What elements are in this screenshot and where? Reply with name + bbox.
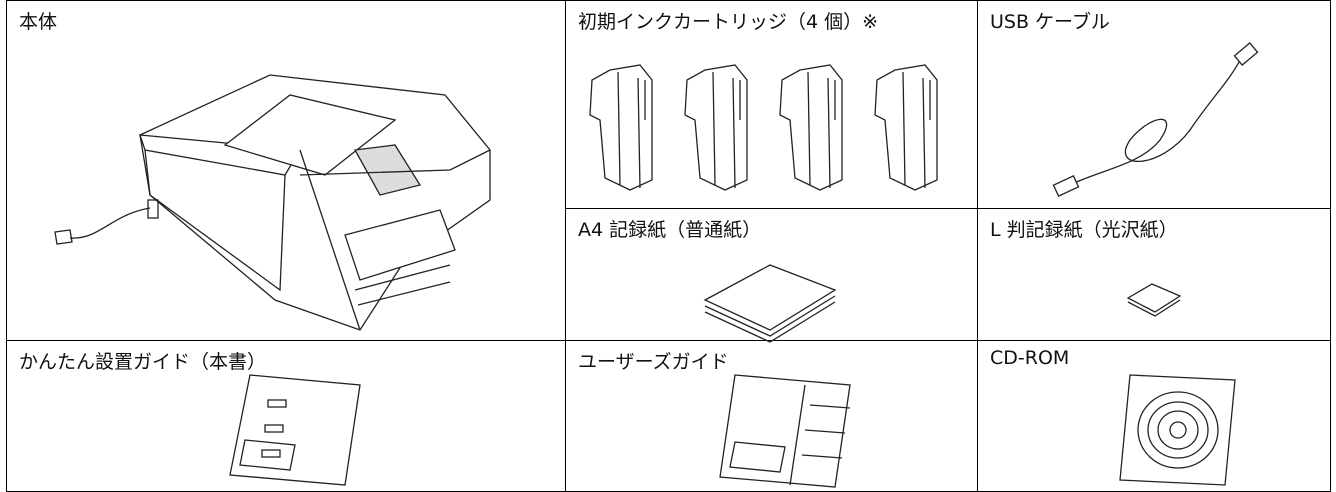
- line-art: [779, 64, 843, 191]
- line-art: [1157, 410, 1199, 450]
- line-art: [239, 439, 296, 471]
- line-art: [712, 71, 741, 189]
- line-art: [261, 449, 281, 458]
- line-art: [902, 71, 931, 189]
- line-art: [589, 64, 653, 191]
- line-art: [779, 64, 843, 191]
- line-art: [1233, 42, 1259, 66]
- item-label: ユーザーズガイド: [578, 351, 729, 373]
- ink-cartridges-illustration: [589, 64, 938, 191]
- line-art: [617, 71, 646, 189]
- line-art: [684, 64, 748, 191]
- line-art: [703, 264, 837, 331]
- line-art: [229, 374, 361, 486]
- photo-paper-illustration: [1126, 283, 1182, 317]
- line-art: [1069, 59, 1241, 186]
- line-art: [789, 384, 851, 486]
- item-label: L 判記録紙（光沢紙）: [990, 219, 1178, 241]
- line-art: [704, 295, 836, 343]
- line-art: [807, 71, 836, 189]
- line-art: [1052, 175, 1080, 197]
- line-art: [223, 94, 397, 176]
- item-label: かんたん設置ガイド（本書）: [19, 351, 267, 373]
- line-art: [874, 64, 938, 191]
- setup-guide-illustration: [229, 374, 361, 486]
- line-art: [267, 399, 287, 408]
- line-art: [1137, 391, 1219, 469]
- printer-illustration: [54, 74, 491, 331]
- line-art: [54, 207, 151, 245]
- item-label: 本体: [19, 11, 58, 33]
- a4-paper-illustration: [703, 264, 837, 343]
- cd-rom-illustration: [1119, 374, 1236, 486]
- line-art: [1126, 283, 1182, 313]
- usb-cable-illustration: [1052, 42, 1259, 197]
- line-art: [354, 264, 451, 306]
- item-label: 初期インクカートリッジ（4 個）※: [578, 11, 879, 33]
- line-art: [729, 441, 786, 473]
- users-guide-illustration: [719, 374, 851, 488]
- line-art: [1169, 421, 1187, 439]
- line-art: [264, 424, 284, 433]
- line-art: [719, 374, 851, 488]
- item-label: CD-ROM: [990, 347, 1070, 369]
- line-art: [299, 149, 491, 331]
- line-art: [1147, 401, 1209, 459]
- item-label: A4 記録紙（普通紙）: [578, 219, 762, 241]
- item-label: USB ケーブル: [990, 11, 1110, 33]
- line-art: [353, 144, 422, 196]
- line-art: [1127, 299, 1181, 317]
- line-art: [684, 64, 748, 191]
- line-art: [589, 64, 653, 191]
- line-art: [144, 149, 286, 292]
- line-art: [344, 209, 456, 281]
- line-art: [874, 64, 938, 191]
- line-art: [147, 199, 159, 219]
